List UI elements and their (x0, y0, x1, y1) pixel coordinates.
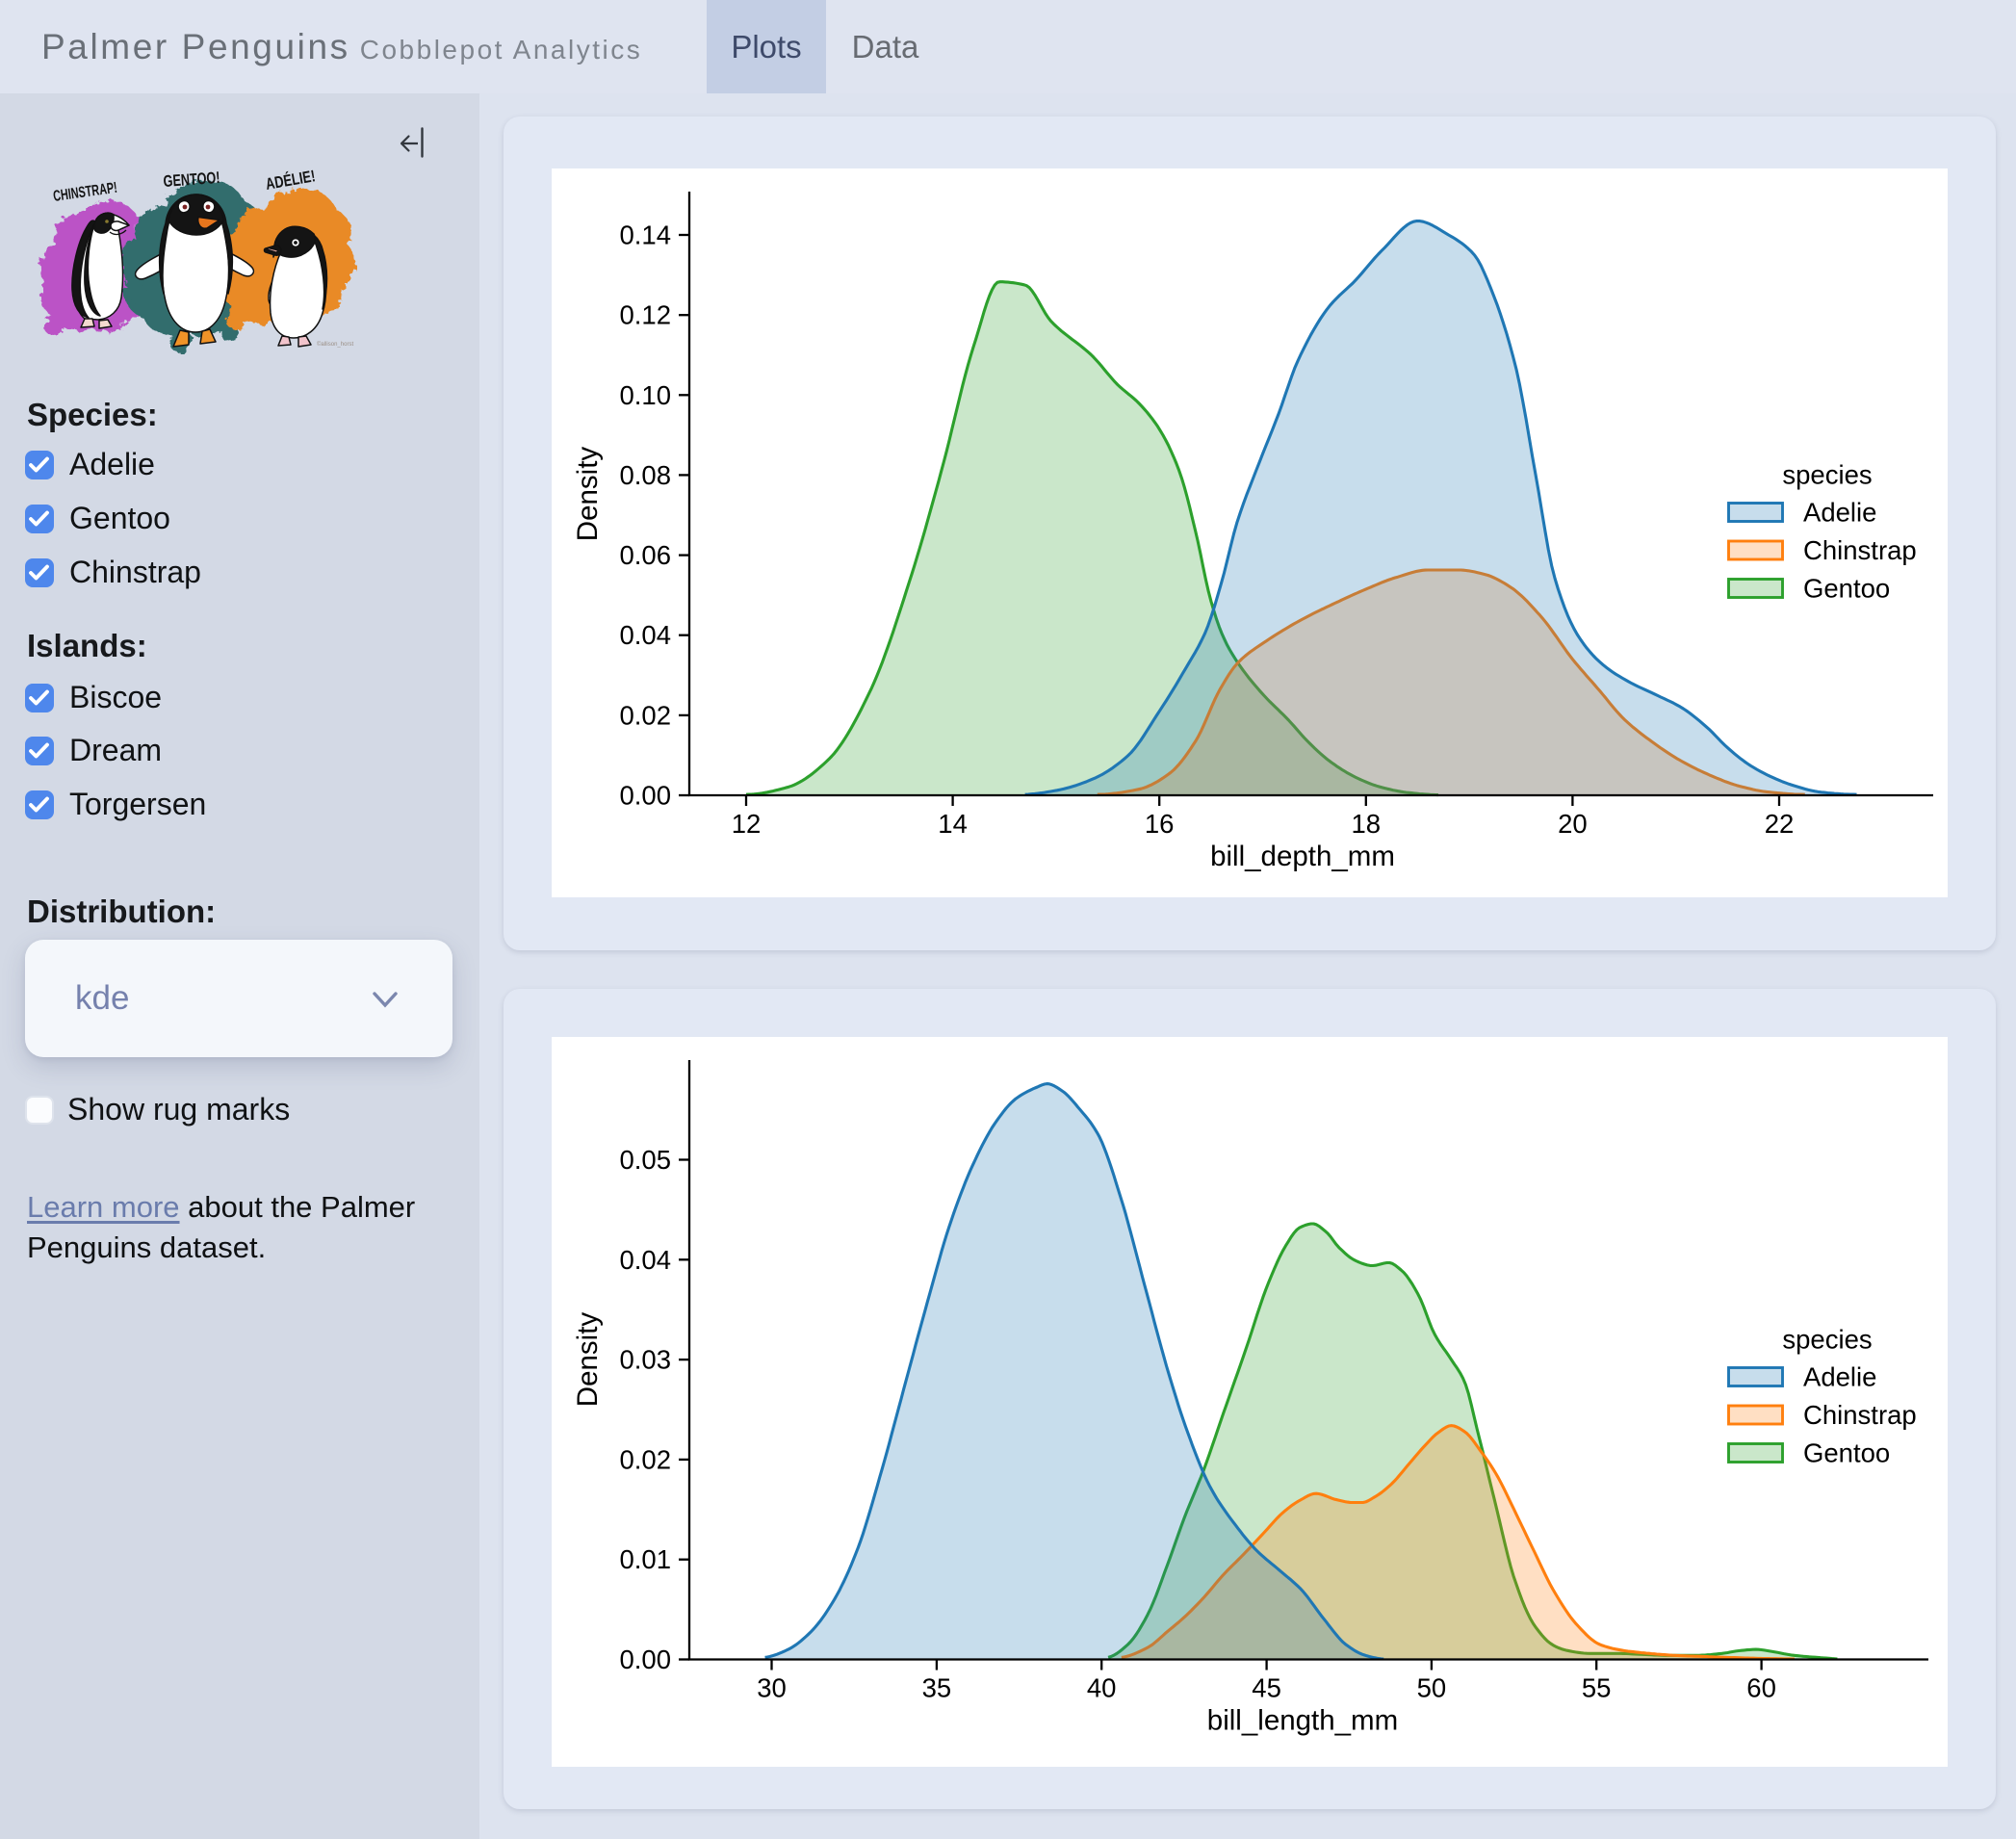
svg-text:Density: Density (572, 1312, 604, 1408)
svg-text:species: species (1782, 1325, 1872, 1355)
svg-text:0.06: 0.06 (619, 540, 671, 570)
svg-text:40: 40 (1087, 1673, 1117, 1703)
svg-text:0.02: 0.02 (619, 700, 671, 730)
svg-text:0.14: 0.14 (619, 220, 671, 250)
svg-text:Adelie: Adelie (1803, 498, 1876, 528)
svg-text:Gentoo: Gentoo (1803, 1438, 1890, 1468)
svg-text:GENTOO!: GENTOO! (163, 168, 220, 191)
svg-text:0.03: 0.03 (619, 1345, 671, 1375)
svg-text:20: 20 (1558, 809, 1588, 839)
svg-text:35: 35 (922, 1673, 952, 1703)
svg-text:0.01: 0.01 (619, 1544, 671, 1574)
svg-text:Chinstrap: Chinstrap (1803, 1400, 1917, 1430)
svg-text:©allison_horst: ©allison_horst (317, 341, 353, 348)
svg-text:18: 18 (1352, 809, 1382, 839)
svg-text:bill_length_mm: bill_length_mm (1207, 1705, 1398, 1737)
svg-text:0.04: 0.04 (619, 1245, 671, 1275)
svg-text:0.12: 0.12 (619, 300, 671, 330)
svg-text:12: 12 (732, 809, 762, 839)
svg-text:Chinstrap: Chinstrap (1803, 535, 1917, 565)
svg-text:0.05: 0.05 (619, 1145, 671, 1175)
svg-text:0.00: 0.00 (619, 781, 671, 811)
svg-text:60: 60 (1746, 1673, 1776, 1703)
svg-text:Adelie: Adelie (1803, 1362, 1876, 1392)
svg-text:16: 16 (1145, 809, 1175, 839)
svg-text:55: 55 (1582, 1673, 1612, 1703)
svg-text:Gentoo: Gentoo (1803, 574, 1890, 604)
svg-text:0.00: 0.00 (619, 1645, 671, 1674)
svg-text:22: 22 (1765, 809, 1795, 839)
svg-text:Density: Density (572, 447, 604, 542)
svg-text:species: species (1782, 460, 1872, 490)
svg-text:0.10: 0.10 (619, 380, 671, 410)
svg-text:0.02: 0.02 (619, 1444, 671, 1474)
svg-text:30: 30 (757, 1673, 787, 1703)
svg-text:0.04: 0.04 (619, 620, 671, 650)
svg-text:45: 45 (1252, 1673, 1281, 1703)
svg-text:14: 14 (938, 809, 968, 839)
svg-text:bill_depth_mm: bill_depth_mm (1210, 841, 1395, 872)
svg-text:0.08: 0.08 (619, 460, 671, 490)
svg-text:50: 50 (1417, 1673, 1447, 1703)
